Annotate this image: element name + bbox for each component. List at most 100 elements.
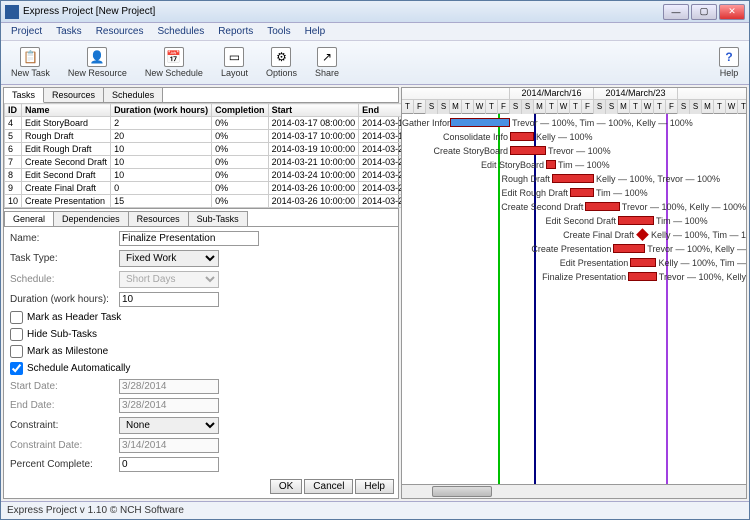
- start-date-field: [119, 379, 219, 394]
- gantt-pane[interactable]: 2014/March/162014/March/23 TFSSMTWTFSSMT…: [401, 87, 747, 499]
- gantt-bar[interactable]: [570, 188, 594, 197]
- form-help-button[interactable]: Help: [355, 479, 394, 494]
- detail-tabs: GeneralDependenciesResourcesSub-Tasks: [4, 211, 398, 227]
- table-row[interactable]: 8Edit Second Draft100%2014-03-24 10:00:0…: [5, 169, 425, 182]
- col-header[interactable]: Start: [268, 104, 359, 117]
- table-row[interactable]: 9Create Final Draft00%2014-03-26 10:00:0…: [5, 182, 425, 195]
- schedule-select: Short Days: [119, 271, 219, 288]
- gantt-row[interactable]: Edit PresentationKelly — 100%, Tim —: [402, 256, 746, 269]
- new-task-icon: 📋: [20, 47, 40, 67]
- table-row[interactable]: 4Edit StoryBoard20%2014-03-17 08:00:0020…: [5, 117, 425, 130]
- help-button[interactable]: ? Help: [715, 45, 743, 80]
- new-schedule-button[interactable]: 📅New Schedule: [141, 45, 207, 80]
- new-resource-button[interactable]: 👤New Resource: [64, 45, 131, 80]
- help-icon: ?: [719, 47, 739, 67]
- detail-form: Name: Task Type:Fixed Work Schedule:Shor…: [4, 227, 398, 475]
- gantt-row[interactable]: Create Second DraftTrevor — 100%, Kelly …: [402, 200, 746, 213]
- tab-resources[interactable]: Resources: [44, 88, 104, 102]
- ok-button[interactable]: OK: [270, 479, 302, 494]
- gantt-row[interactable]: Edit Rough DraftTim — 100%: [402, 186, 746, 199]
- close-button[interactable]: ✕: [719, 4, 745, 20]
- options-icon: ⚙: [271, 47, 291, 67]
- minimize-button[interactable]: —: [663, 4, 689, 20]
- toolbar: 📋New Task 👤New Resource 📅New Schedule ▭Layo…: [1, 41, 749, 85]
- milestone-icon: [636, 228, 649, 241]
- new-schedule-icon: 📅: [164, 47, 184, 67]
- tab-schedules[interactable]: Schedules: [104, 88, 163, 102]
- task-grid[interactable]: IDNameDuration (work hours)CompletionSta…: [4, 103, 398, 209]
- constraint-date-field: [119, 438, 219, 453]
- gantt-row[interactable]: Edit StoryBoardTim — 100%: [402, 158, 746, 171]
- menu-resources[interactable]: Resources: [90, 25, 150, 38]
- gantt-row[interactable]: Gather InformationTrevor — 100%, Tim — 1…: [402, 116, 746, 129]
- gantt-row[interactable]: Create PresentationTrevor — 100%, Kelly …: [402, 242, 746, 255]
- gantt-bar[interactable]: [510, 132, 534, 141]
- col-header[interactable]: Name: [22, 104, 111, 117]
- gantt-bar[interactable]: [552, 174, 594, 183]
- menubar: ProjectTasksResourcesSchedulesReportsToo…: [1, 23, 749, 41]
- table-row[interactable]: 6Edit Rough Draft100%2014-03-19 10:00:00…: [5, 143, 425, 156]
- task-type-select[interactable]: Fixed Work: [119, 250, 219, 267]
- gantt-bar[interactable]: [585, 202, 619, 211]
- gantt-hscroll[interactable]: [402, 484, 746, 498]
- auto-schedule-check[interactable]: [10, 362, 23, 375]
- gantt-bar[interactable]: [628, 272, 657, 281]
- maximize-button[interactable]: ▢: [691, 4, 717, 20]
- duration-field[interactable]: [119, 292, 219, 307]
- new-task-button[interactable]: 📋New Task: [7, 45, 54, 80]
- menu-help[interactable]: Help: [299, 25, 332, 38]
- gantt-row[interactable]: Finalize PresentationTrevor — 100%, Kell…: [402, 270, 746, 283]
- gantt-row[interactable]: Create StoryBoardTrevor — 100%: [402, 144, 746, 157]
- layout-button[interactable]: ▭Layout: [217, 45, 252, 80]
- options-button[interactable]: ⚙Options: [262, 45, 301, 80]
- table-row[interactable]: 10Create Presentation150%2014-03-26 10:0…: [5, 195, 425, 208]
- left-pane: TasksResourcesSchedules IDNameDuration (…: [3, 87, 399, 499]
- hide-subtasks-check[interactable]: [10, 328, 23, 341]
- gantt-bar[interactable]: [450, 118, 510, 127]
- milestone-check[interactable]: [10, 345, 23, 358]
- header-task-check[interactable]: [10, 311, 23, 324]
- menu-tools[interactable]: Tools: [261, 25, 296, 38]
- gantt-bar[interactable]: [510, 146, 546, 155]
- end-date-field: [119, 398, 219, 413]
- detail-tab-general[interactable]: General: [4, 211, 54, 226]
- menu-project[interactable]: Project: [5, 25, 48, 38]
- percent-field[interactable]: [119, 457, 219, 472]
- app-icon: [5, 5, 19, 19]
- table-row[interactable]: 7Create Second Draft100%2014-03-21 10:00…: [5, 156, 425, 169]
- menu-tasks[interactable]: Tasks: [50, 25, 88, 38]
- gantt-row[interactable]: Rough DraftKelly — 100%, Trevor — 100%: [402, 172, 746, 185]
- gantt-row[interactable]: Consolidate InfoKelly — 100%: [402, 130, 746, 143]
- gantt-header: 2014/March/162014/March/23 TFSSMTWTFSSMT…: [402, 88, 746, 114]
- detail-tab-resources[interactable]: Resources: [128, 211, 189, 226]
- gantt-bar[interactable]: [618, 216, 654, 225]
- scroll-thumb[interactable]: [432, 486, 492, 497]
- gantt-row[interactable]: Create Final DraftKelly — 100%, Tim — 1: [402, 228, 746, 241]
- list-tabs: TasksResourcesSchedules: [4, 88, 398, 103]
- name-field[interactable]: [119, 231, 259, 246]
- cancel-button[interactable]: Cancel: [304, 479, 353, 494]
- gantt-row[interactable]: Edit Second DraftTim — 100%: [402, 214, 746, 227]
- gantt-body[interactable]: Gather InformationTrevor — 100%, Tim — 1…: [402, 114, 746, 484]
- gantt-bar[interactable]: [613, 244, 645, 253]
- col-header[interactable]: ID: [5, 104, 22, 117]
- col-header[interactable]: Duration (work hours): [111, 104, 212, 117]
- constraint-select[interactable]: None: [119, 417, 219, 434]
- share-icon: ↗: [317, 47, 337, 67]
- tab-tasks[interactable]: Tasks: [4, 88, 44, 103]
- detail-tab-dependencies[interactable]: Dependencies: [53, 211, 129, 226]
- window-title: Express Project [New Project]: [23, 6, 663, 17]
- detail-tab-sub-tasks[interactable]: Sub-Tasks: [188, 211, 248, 226]
- menu-reports[interactable]: Reports: [212, 25, 259, 38]
- col-header[interactable]: Completion: [212, 104, 269, 117]
- menu-schedules[interactable]: Schedules: [152, 25, 211, 38]
- gantt-bar[interactable]: [630, 258, 656, 267]
- statusbar: Express Project v 1.10 © NCH Software: [1, 501, 749, 519]
- share-button[interactable]: ↗Share: [311, 45, 343, 80]
- table-row[interactable]: 5Rough Draft200%2014-03-17 10:00:002014-…: [5, 130, 425, 143]
- layout-icon: ▭: [224, 47, 244, 67]
- new-resource-icon: 👤: [87, 47, 107, 67]
- app-window: Express Project [New Project] — ▢ ✕ Proj…: [0, 0, 750, 520]
- titlebar[interactable]: Express Project [New Project] — ▢ ✕: [1, 1, 749, 23]
- gantt-bar[interactable]: [546, 160, 556, 169]
